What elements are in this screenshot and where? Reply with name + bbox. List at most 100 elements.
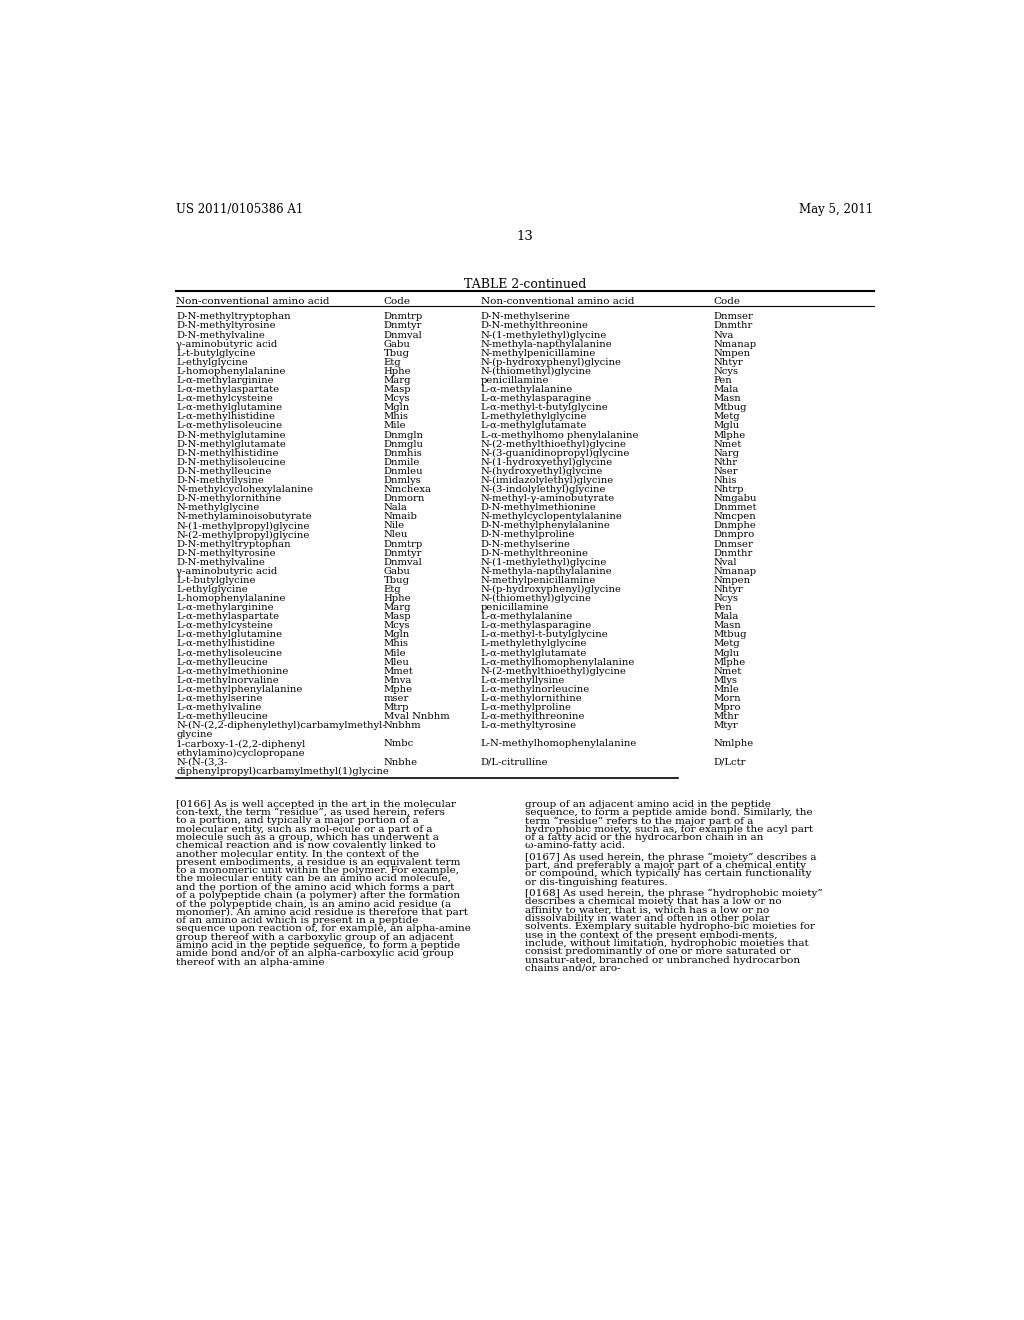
Text: D-N-methylphenylalanine: D-N-methylphenylalanine	[480, 521, 610, 531]
Text: Nala: Nala	[384, 503, 408, 512]
Text: Dnmgln: Dnmgln	[384, 430, 424, 440]
Text: Mval Nnbhm: Mval Nnbhm	[384, 713, 450, 721]
Text: the molecular entity can be an amino acid molecule,: the molecular entity can be an amino aci…	[176, 874, 451, 883]
Text: US 2011/0105386 A1: US 2011/0105386 A1	[176, 203, 303, 216]
Text: L-N-methylhomophenylalanine: L-N-methylhomophenylalanine	[480, 739, 637, 748]
Text: Mtyr: Mtyr	[713, 721, 738, 730]
Text: Masn: Masn	[713, 395, 741, 403]
Text: and the portion of the amino acid which forms a part: and the portion of the amino acid which …	[176, 883, 455, 892]
Text: of a polypeptide chain (a polymer) after the formation: of a polypeptide chain (a polymer) after…	[176, 891, 460, 900]
Text: N-(2-methylthioethyl)glycine: N-(2-methylthioethyl)glycine	[480, 440, 627, 449]
Text: Etg: Etg	[384, 585, 401, 594]
Text: L-t-butylglycine: L-t-butylglycine	[176, 576, 256, 585]
Text: L-α-methylmethionine: L-α-methylmethionine	[176, 667, 289, 676]
Text: L-methylethylglycine: L-methylethylglycine	[480, 639, 587, 648]
Text: Nhtrp: Nhtrp	[713, 484, 743, 494]
Text: group of an adjacent amino acid in the peptide: group of an adjacent amino acid in the p…	[524, 800, 771, 809]
Text: ethylamino)cyclopropane: ethylamino)cyclopropane	[176, 748, 305, 758]
Text: Mlys: Mlys	[713, 676, 737, 685]
Text: Mile: Mile	[384, 648, 407, 657]
Text: include, without limitation, hydrophobic moieties that: include, without limitation, hydrophobic…	[524, 939, 809, 948]
Text: Mala: Mala	[713, 385, 738, 395]
Text: 13: 13	[516, 230, 534, 243]
Text: chemical reaction and is now covalently linked to: chemical reaction and is now covalently …	[176, 841, 436, 850]
Text: [0166] As is well accepted in the art in the molecular: [0166] As is well accepted in the art in…	[176, 800, 456, 809]
Text: L-α-methylhistidine: L-α-methylhistidine	[176, 412, 275, 421]
Text: D-N-methylserine: D-N-methylserine	[480, 540, 570, 549]
Text: Morn: Morn	[713, 694, 740, 704]
Text: Nmanap: Nmanap	[713, 566, 757, 576]
Text: N-(hydroxyethyl)glycine: N-(hydroxyethyl)glycine	[480, 467, 603, 477]
Text: Nnbhe: Nnbhe	[384, 758, 418, 767]
Text: L-α-methylthreonine: L-α-methylthreonine	[480, 713, 585, 721]
Text: Dnmtrp: Dnmtrp	[384, 540, 423, 549]
Text: D-N-methylmethionine: D-N-methylmethionine	[480, 503, 597, 512]
Text: L-α-methylaspartate: L-α-methylaspartate	[176, 385, 280, 395]
Text: Marg: Marg	[384, 376, 412, 385]
Text: glycine: glycine	[176, 730, 213, 739]
Text: D-N-methylproline: D-N-methylproline	[480, 531, 575, 540]
Text: L-α-methyl-t-butylglycine: L-α-methyl-t-butylglycine	[480, 631, 608, 639]
Text: N-(imidazolylethyl)glycine: N-(imidazolylethyl)glycine	[480, 477, 613, 484]
Text: D-N-methylvaline: D-N-methylvaline	[176, 558, 265, 566]
Text: Nmet: Nmet	[713, 667, 741, 676]
Text: ω-amino-fatty acid.: ω-amino-fatty acid.	[524, 841, 625, 850]
Text: L-α-methylhistidine: L-α-methylhistidine	[176, 639, 275, 648]
Text: Mile: Mile	[384, 421, 407, 430]
Text: Masn: Masn	[713, 622, 741, 631]
Text: Ncys: Ncys	[713, 594, 738, 603]
Text: L-methylethylglycine: L-methylethylglycine	[480, 412, 587, 421]
Text: D-N-methylvaline: D-N-methylvaline	[176, 330, 265, 339]
Text: Metg: Metg	[713, 639, 739, 648]
Text: N-(3-guanidinopropyl)glycine: N-(3-guanidinopropyl)glycine	[480, 449, 630, 458]
Text: L-t-butylglycine: L-t-butylglycine	[176, 348, 256, 358]
Text: Mmet: Mmet	[384, 667, 414, 676]
Text: Mtbug: Mtbug	[713, 631, 746, 639]
Text: Mglu: Mglu	[713, 648, 739, 657]
Text: N-methylglycine: N-methylglycine	[176, 503, 259, 512]
Text: Nmaib: Nmaib	[384, 512, 418, 521]
Text: Nhtyr: Nhtyr	[713, 358, 742, 367]
Text: L-α-methyltyrosine: L-α-methyltyrosine	[480, 721, 577, 730]
Text: D/Lctr: D/Lctr	[713, 758, 745, 767]
Text: L-α-methylglutamate: L-α-methylglutamate	[480, 648, 587, 657]
Text: Code: Code	[713, 297, 740, 306]
Text: of the polypeptide chain, is an amino acid residue (a: of the polypeptide chain, is an amino ac…	[176, 899, 452, 908]
Text: D-N-methyllysine: D-N-methyllysine	[176, 477, 264, 484]
Text: solvents. Exemplary suitable hydropho-bic moieties for: solvents. Exemplary suitable hydropho-bi…	[524, 923, 815, 931]
Text: Dnmval: Dnmval	[384, 558, 423, 566]
Text: thereof with an alpha-amine: thereof with an alpha-amine	[176, 957, 325, 966]
Text: affinity to water, that is, which has a low or no: affinity to water, that is, which has a …	[524, 906, 769, 915]
Text: Nva: Nva	[713, 330, 733, 339]
Text: May 5, 2011: May 5, 2011	[800, 203, 873, 216]
Text: Dnmtyr: Dnmtyr	[384, 322, 422, 330]
Text: D-N-methyltyrosine: D-N-methyltyrosine	[176, 549, 275, 557]
Text: L-α-methylalanine: L-α-methylalanine	[480, 612, 572, 622]
Text: N-(1-hydroxyethyl)glycine: N-(1-hydroxyethyl)glycine	[480, 458, 613, 467]
Text: N-(1-methylpropyl)glycine: N-(1-methylpropyl)glycine	[176, 521, 309, 531]
Text: D-N-methylthreonine: D-N-methylthreonine	[480, 549, 589, 557]
Text: Mgln: Mgln	[384, 404, 410, 412]
Text: L-α-methylglutamine: L-α-methylglutamine	[176, 404, 283, 412]
Text: Dnmtyr: Dnmtyr	[384, 549, 422, 557]
Text: Hphe: Hphe	[384, 594, 412, 603]
Text: L-α-methylasparagine: L-α-methylasparagine	[480, 622, 592, 631]
Text: D-N-methyltyrosine: D-N-methyltyrosine	[176, 322, 275, 330]
Text: L-α-methylhomo phenylalanine: L-α-methylhomo phenylalanine	[480, 430, 638, 440]
Text: amino acid in the peptide sequence, to form a peptide: amino acid in the peptide sequence, to f…	[176, 941, 460, 950]
Text: Nhis: Nhis	[713, 477, 736, 484]
Text: D-N-methylhistidine: D-N-methylhistidine	[176, 449, 279, 458]
Text: Tbug: Tbug	[384, 576, 410, 585]
Text: Nnbhm: Nnbhm	[384, 721, 421, 730]
Text: Gabu: Gabu	[384, 339, 411, 348]
Text: N-(N-(2,2-diphenylethyl)carbamylmethyl-: N-(N-(2,2-diphenylethyl)carbamylmethyl-	[176, 721, 386, 730]
Text: Nmpen: Nmpen	[713, 576, 751, 585]
Text: D-N-methylserine: D-N-methylserine	[480, 313, 570, 321]
Text: N-methylpenicillamine: N-methylpenicillamine	[480, 576, 596, 585]
Text: L-α-methylasparagine: L-α-methylasparagine	[480, 395, 592, 403]
Text: N-methylaminoisobutyrate: N-methylaminoisobutyrate	[176, 512, 311, 521]
Text: 1-carboxy-1-(2,2-diphenyl: 1-carboxy-1-(2,2-diphenyl	[176, 739, 306, 748]
Text: Pen: Pen	[713, 603, 732, 612]
Text: N-(1-methylethyl)glycine: N-(1-methylethyl)glycine	[480, 558, 607, 566]
Text: L-α-methylvaline: L-α-methylvaline	[176, 704, 261, 711]
